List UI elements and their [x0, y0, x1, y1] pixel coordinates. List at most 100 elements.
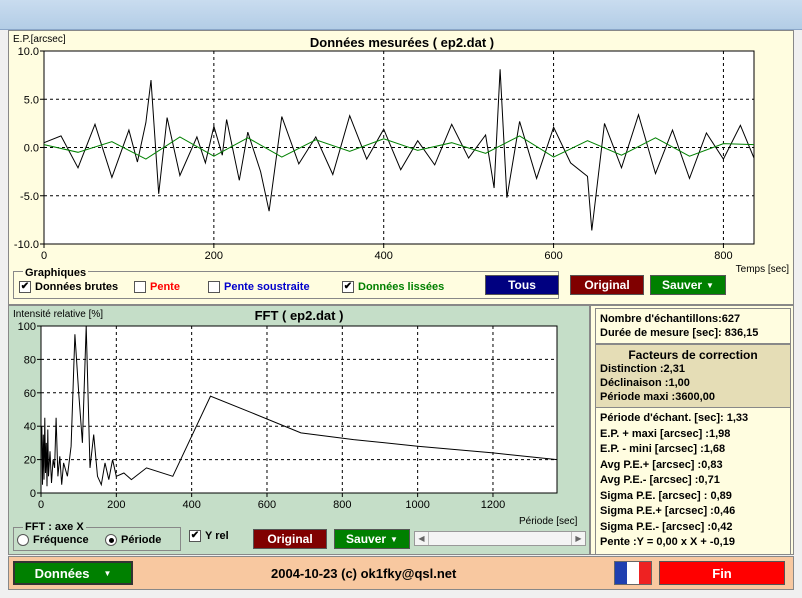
checkbox-pente-soustraite[interactable]: Pente soustraite — [208, 281, 310, 293]
stat-line: Sigma P.E.- [arcsec] :0,42 — [600, 520, 733, 533]
donnees-label: Données — [34, 565, 90, 581]
fft-xlabel: Période [sec] — [519, 516, 578, 527]
top-ytick-label: -10.0 — [14, 239, 39, 251]
fft-chart: Intensité relative [%] FFT ( ep2.dat ) 1… — [13, 308, 558, 511]
original-button-top[interactable]: Original — [570, 275, 644, 295]
tous-button[interactable]: Tous — [485, 275, 559, 295]
fft-ylabel: Intensité relative [%] — [13, 309, 103, 320]
top-xtick-label: 200 — [205, 250, 223, 262]
dropdown-arrow-icon: ▼ — [103, 568, 112, 578]
sauver-button-fft[interactable]: Sauver ▼ — [334, 529, 410, 549]
radio-label: Fréquence — [33, 534, 89, 546]
checkbox-icon: ✔ — [342, 281, 354, 293]
correction-box: Facteurs de correction Distinction :2,31… — [595, 344, 791, 408]
checkbox-label: Données lissées — [358, 281, 445, 293]
top-xtick-label: 0 — [41, 250, 47, 262]
fft-xtick-label: 0 — [38, 499, 44, 511]
stat-line: E.P. - mini [arcsec] :1,68 — [600, 443, 726, 455]
fft-xtick-label: 1000 — [405, 499, 429, 511]
original-button-fft[interactable]: Original — [253, 529, 327, 549]
checkbox-icon — [208, 281, 220, 293]
fft-plot-area — [40, 325, 558, 494]
fin-button[interactable]: Fin — [659, 561, 785, 585]
checkbox-icon: ✔ — [189, 530, 201, 542]
fft-scrollbar[interactable]: ◀ ▶ — [414, 531, 586, 546]
fft-axis-group — [13, 527, 181, 551]
top-series-0-line — [43, 69, 755, 231]
top-ylabel: E.P.[arcsec] — [13, 34, 66, 45]
checkbox-label: Y rel — [205, 530, 229, 542]
correction-title: Facteurs de correction — [628, 348, 758, 362]
fft-ytick-label: 60 — [24, 388, 36, 400]
checkbox-label: Pente soustraite — [224, 281, 310, 293]
checkbox-icon: ✔ — [19, 281, 31, 293]
checkbox-donnees-brutes[interactable]: ✔ Données brutes — [19, 281, 118, 293]
top-ytick-label: 0.0 — [24, 143, 39, 155]
stat-line: Avg P.E.- [arcsec] :0,71 — [600, 474, 720, 486]
bottom-bar: Données ▼ 2004-10-23 (c) ok1fky@qsl.net F… — [8, 556, 794, 590]
stat-line: E.P. + maxi [arcsec] :1,98 — [600, 427, 731, 440]
radio-label: Période — [121, 534, 162, 546]
top-ytick-label: 5.0 — [24, 94, 39, 106]
scroll-right-icon[interactable]: ▶ — [571, 532, 585, 545]
top-ytick-label: 10.0 — [18, 46, 39, 58]
stat-line: Avg P.E.+ [arcsec] :0,83 — [600, 458, 723, 471]
fft-ytick-label: 40 — [24, 421, 36, 433]
fft-ytick-label: 20 — [24, 455, 36, 467]
fft-xtick-label: 400 — [182, 499, 200, 511]
fft-ytick-label: 80 — [24, 354, 36, 366]
sauver-label: Sauver — [346, 532, 387, 546]
french-flag-icon[interactable] — [614, 561, 652, 585]
radio-periode[interactable]: Période — [105, 534, 161, 546]
top-xtick-label: 600 — [544, 250, 562, 262]
sauver-button-top[interactable]: Sauver ▼ — [650, 275, 726, 295]
top-xtick-label: 400 — [375, 250, 393, 262]
measured-data-panel: E.P.[arcsec] Données mesurées ( ep2.dat … — [8, 30, 794, 305]
stat-line: Période d'échant. [sec]: 1,33 — [600, 412, 749, 424]
top-xtick-label: 800 — [714, 250, 732, 262]
fft-xtick-label: 800 — [333, 499, 351, 511]
fft-axis-group-label: FFT : axe X — [23, 521, 86, 533]
stat-line: Pente :Y = 0,00 x X + -0,19 — [600, 536, 735, 548]
radio-icon — [17, 534, 29, 546]
window-titlebar — [0, 0, 802, 30]
top-chart-title: Données mesurées ( ep2.dat ) — [310, 35, 494, 50]
checkbox-donnees-lissees[interactable]: ✔ Données lissées — [342, 281, 444, 293]
dropdown-arrow-icon: ▼ — [706, 280, 714, 290]
scroll-left-icon[interactable]: ◀ — [415, 532, 429, 545]
declinaison-value: Déclinaison :1,00 — [600, 377, 690, 389]
fft-xtick-label: 200 — [107, 499, 125, 511]
checkbox-label: Pente — [150, 281, 180, 293]
sauver-label: Sauver — [662, 278, 703, 292]
fft-chart-title: FFT ( ep2.dat ) — [255, 308, 344, 323]
stat-line: Sigma P.E. [arcsec] : 0,89 — [600, 489, 732, 502]
checkbox-label: Données brutes — [35, 281, 119, 293]
dropdown-arrow-icon: ▼ — [390, 534, 398, 544]
info-panel: Nombre d'échantillons:627 Durée de mesur… — [590, 305, 794, 555]
donnees-menu-button[interactable]: Données ▼ — [13, 561, 133, 585]
fft-ytick-label: 0 — [30, 488, 36, 500]
radio-icon — [105, 534, 117, 546]
stat-line: Sigma P.E.+ [arcsec] :0,46 — [600, 505, 736, 517]
periode-maxi-value: Période maxi :3600,00 — [600, 391, 715, 403]
measured-data-chart: E.P.[arcsec] Données mesurées ( ep2.dat … — [13, 34, 755, 262]
top-ytick-label: -5.0 — [20, 191, 39, 203]
distinction-value: Distinction :2,31 — [600, 363, 685, 375]
radio-frequence[interactable]: Fréquence — [17, 534, 89, 546]
fft-series-0-line — [41, 325, 558, 487]
fft-ytick-label: 100 — [18, 321, 36, 333]
checkbox-pente[interactable]: Pente — [134, 281, 180, 293]
fft-xtick-label: 1200 — [481, 499, 505, 511]
stats-box: Période d'échant. [sec]: 1,33 E.P. + max… — [595, 407, 791, 555]
footer-copyright: 2004-10-23 (c) ok1fky@qsl.net — [271, 566, 457, 581]
graphiques-label: Graphiques — [23, 267, 89, 279]
checkbox-icon — [134, 281, 146, 293]
top-series-1-line — [43, 135, 755, 160]
fft-xtick-label: 600 — [258, 499, 276, 511]
top-xlabel: Temps [sec] — [735, 264, 789, 275]
fft-panel: Intensité relative [%] FFT ( ep2.dat ) 1… — [8, 305, 590, 555]
samples-count: Nombre d'échantillons:627 — [600, 313, 741, 325]
measure-duration: Durée de mesure [sec]: 836,15 — [600, 327, 759, 339]
samples-box: Nombre d'échantillons:627 Durée de mesur… — [595, 308, 791, 344]
checkbox-y-rel[interactable]: ✔ Y rel — [189, 530, 229, 542]
